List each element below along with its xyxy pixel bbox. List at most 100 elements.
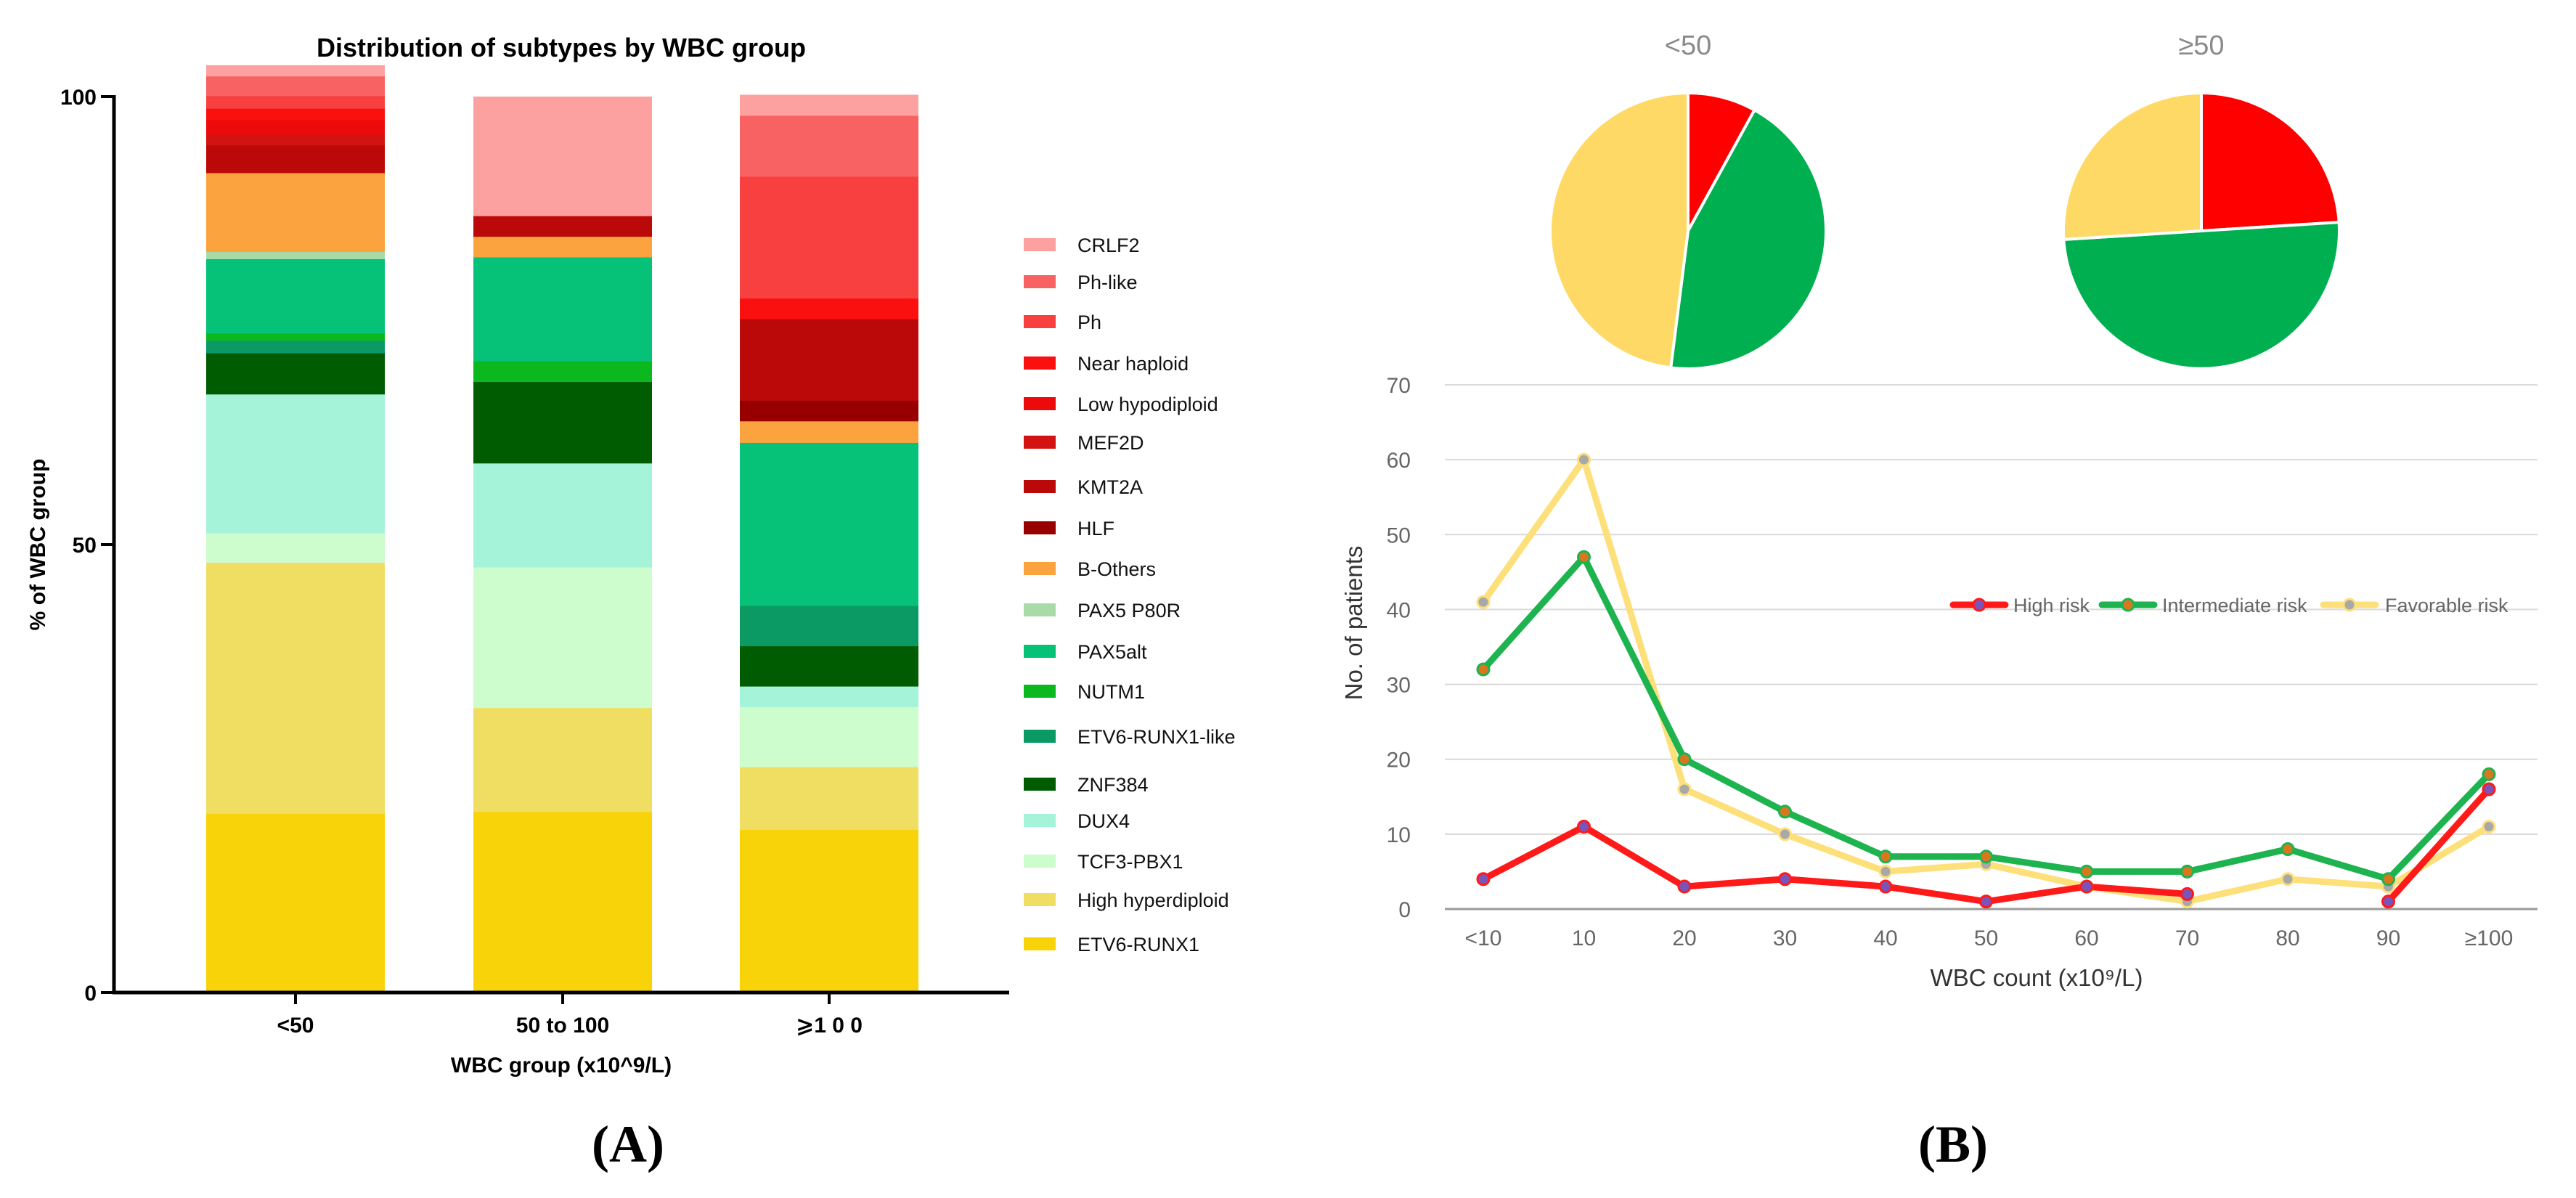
legend-label-etv6-runx1: ETV6-RUNX1	[1077, 934, 1199, 955]
legend-swatch-pax5-p80r	[1024, 603, 1056, 616]
pie-high-title: ≥50	[2178, 30, 2224, 61]
legend-swatch-etv6-runx1	[1024, 937, 1056, 950]
legend-swatch-nutm1	[1024, 685, 1056, 698]
point-high-risk	[2482, 782, 2496, 796]
point-favorable-risk	[1577, 452, 1591, 467]
legend-label-mef2d: MEF2D	[1077, 432, 1144, 454]
legend-label-kmt2a: KMT2A	[1077, 476, 1143, 498]
legend-label-nutm1: NUTM1	[1077, 681, 1145, 703]
legend-swatch-near-haploid	[1024, 356, 1056, 370]
bar-segment-ph-like-1	[206, 76, 385, 97]
pie-slice-favorable-risk	[1549, 91, 1690, 370]
pie-low-title: <50	[1665, 30, 1711, 61]
bar-segment-pax5-p80r-1	[206, 251, 385, 259]
bar-segment-etv6-runx1-2	[473, 811, 652, 993]
line-y-tick-label: 10	[1387, 823, 1411, 847]
stacked-bars	[206, 65, 918, 993]
point-favorable-risk	[2482, 820, 2496, 834]
bar-segment-hlf-3	[740, 400, 918, 422]
bar-segment-nutm1-2	[473, 361, 652, 383]
bar-segment-dux4-1	[206, 394, 385, 534]
legend-swatch-pax5alt	[1024, 645, 1056, 658]
x-tick-label: 50 to 100	[516, 1014, 609, 1038]
bar-segment-b-others-3	[740, 420, 918, 443]
point-high-risk	[2180, 887, 2194, 901]
legend-label-pax5alt: PAX5alt	[1077, 641, 1147, 663]
point-high-risk	[1878, 879, 1893, 894]
bar-segment-etv6-runx1-1	[206, 813, 385, 993]
point-high-risk	[1677, 879, 1692, 894]
point-favorable-risk	[1677, 782, 1692, 796]
bar-segment-pax5alt-1	[206, 258, 385, 334]
bar-segment-znf384-2	[473, 381, 652, 464]
panel-a-label: (A)	[592, 1115, 664, 1173]
bar-segment-tcf3-pbx1-3	[740, 706, 918, 767]
bar-segment-crlf2-3	[740, 94, 918, 116]
x-tick-label: <50	[277, 1014, 314, 1038]
bar-segment-crlf2-1	[206, 65, 385, 77]
legend-label-near-haploid: Near haploid	[1077, 353, 1189, 375]
point-intermediate-risk	[1577, 550, 1591, 564]
bar-segment-near-haploid-1	[206, 108, 385, 121]
point-high-risk	[2381, 895, 2395, 909]
legend-swatch-low-hypodiploid	[1024, 397, 1056, 410]
bar-segment-etv6-runx1-like-3	[740, 605, 918, 647]
bar-segment-b-others-1	[206, 172, 385, 253]
legend-swatch-ph-like	[1024, 275, 1056, 288]
point-intermediate-risk	[2381, 872, 2395, 887]
line-series	[1476, 452, 2496, 909]
stacked-axes: <50 50 to 100 ⩾1 0 0 0 50 100	[60, 86, 1009, 1038]
stacked-y-axis-label: % of WBC group	[26, 459, 50, 631]
bar-segment-znf384-3	[740, 645, 918, 687]
line-x-tick-label: 20	[1672, 926, 1696, 950]
legend-swatch-hlf	[1024, 521, 1056, 534]
point-high-risk	[1979, 895, 1993, 909]
legend-marker-intermediate-risk	[2121, 598, 2135, 612]
pie-high-wbc	[2062, 91, 2341, 370]
point-favorable-risk	[2281, 872, 2295, 887]
legend-label-favorable-risk: Favorable risk	[2385, 595, 2508, 616]
legend-label-crlf2: CRLF2	[1077, 235, 1140, 256]
panel-b-label: (B)	[1918, 1115, 1988, 1173]
legend-label-low-hypodiploid: Low hypodiploid	[1077, 394, 1218, 415]
y-tick-label: 100	[60, 86, 97, 110]
line-series-high-risk	[1480, 786, 2493, 905]
bar-segment-crlf2-2	[473, 97, 652, 216]
legend-label-ph: Ph	[1077, 311, 1101, 333]
legend-label-pax5-p80r: PAX5 P80R	[1077, 600, 1181, 622]
point-intermediate-risk	[2180, 864, 2194, 879]
legend-label-tcf3-pbx1: TCF3-PBX1	[1077, 851, 1183, 873]
line-y-tick-label: 30	[1387, 674, 1411, 698]
point-high-risk	[1577, 820, 1591, 834]
point-intermediate-risk	[1677, 752, 1692, 767]
bar-segment-pax5alt-3	[740, 442, 918, 606]
point-intermediate-risk	[1878, 849, 1893, 864]
x-tick-label: ⩾1 0 0	[796, 1014, 863, 1038]
bar-segment-kmt2a-1	[206, 144, 385, 174]
legend-label-znf384: ZNF384	[1077, 774, 1149, 796]
legend-swatch-high-hyperdiploid	[1024, 893, 1056, 906]
line-x-tick-label: 60	[2074, 926, 2098, 950]
stacked-x-axis-label: WBC group (x10^9/L)	[451, 1054, 672, 1077]
bar-segment-pax5alt-2	[473, 256, 652, 362]
bar-segment-etv6-runx1-3	[740, 829, 918, 993]
bar-segment-kmt2a-3	[740, 319, 918, 401]
legend-swatch-kmt2a	[1024, 480, 1056, 493]
bar-segment-high-hyperdiploid-2	[473, 707, 652, 812]
line-x-tick-label: 30	[1773, 926, 1797, 950]
line-x-tick-label: 90	[2376, 926, 2400, 950]
bar-segment-ph-3	[740, 176, 918, 299]
line-x-tick-label: ≥100	[2465, 926, 2514, 950]
point-intermediate-risk	[1476, 662, 1491, 677]
legend-label-etv6-runx1-like: ETV6-RUNX1-like	[1077, 726, 1236, 748]
stacked-chart-title: Distribution of subtypes by WBC group	[317, 33, 806, 62]
bar-segment-etv6-runx1-like-1	[206, 340, 385, 354]
line-x-tick-label: 80	[2275, 926, 2299, 950]
line-x-tick-label: 70	[2175, 926, 2199, 950]
legend-swatch-mef2d	[1024, 436, 1056, 449]
point-favorable-risk	[1476, 595, 1491, 609]
point-high-risk	[1476, 872, 1491, 887]
bar-segment-b-others-2	[473, 236, 652, 258]
bar-segment-high-hyperdiploid-3	[740, 767, 918, 831]
